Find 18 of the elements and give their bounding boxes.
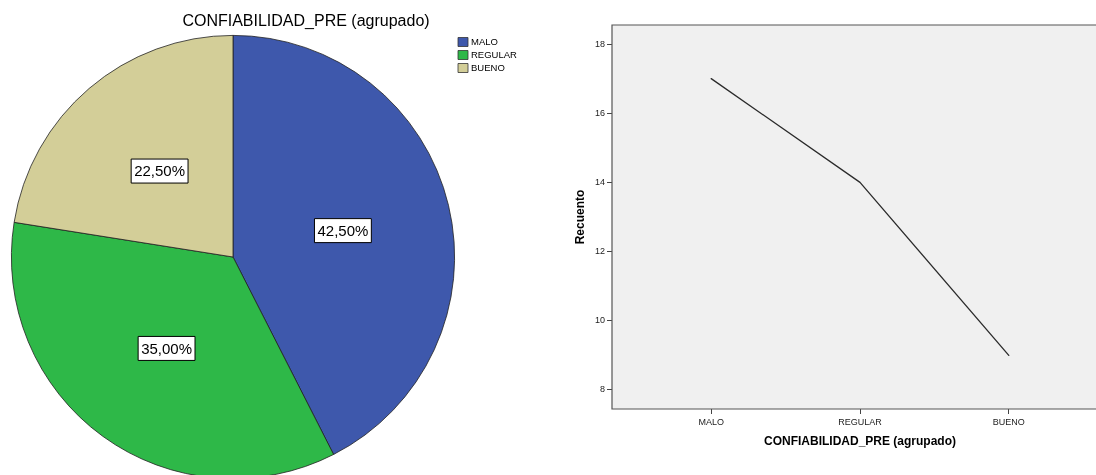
y-tick-label: 8 xyxy=(599,384,605,395)
legend-label: MALO xyxy=(471,36,498,48)
x-tick-label: REGULAR xyxy=(838,416,883,427)
y-tick-label: 12 xyxy=(594,246,605,257)
y-tick-label: 10 xyxy=(594,315,605,326)
legend-label: BUENO xyxy=(471,62,505,74)
data-label: 35,00% xyxy=(141,339,193,357)
x-tick-label: BUENO xyxy=(992,416,1025,427)
data-label: 42,50% xyxy=(317,221,369,239)
legend-label: REGULAR xyxy=(471,49,518,61)
x-tick-label: MALO xyxy=(698,416,724,427)
x-axis-title: CONFIABILIDAD_PRE (agrupado) xyxy=(764,434,956,449)
y-axis-title: Recuento xyxy=(572,189,587,245)
y-tick-label: 16 xyxy=(594,107,605,118)
chart-title: CONFIABILIDAD_PRE (agrupado) xyxy=(182,12,430,31)
y-tick-label: 18 xyxy=(594,38,605,49)
y-tick-label: 14 xyxy=(594,176,605,187)
data-label: 22,50% xyxy=(134,162,186,180)
